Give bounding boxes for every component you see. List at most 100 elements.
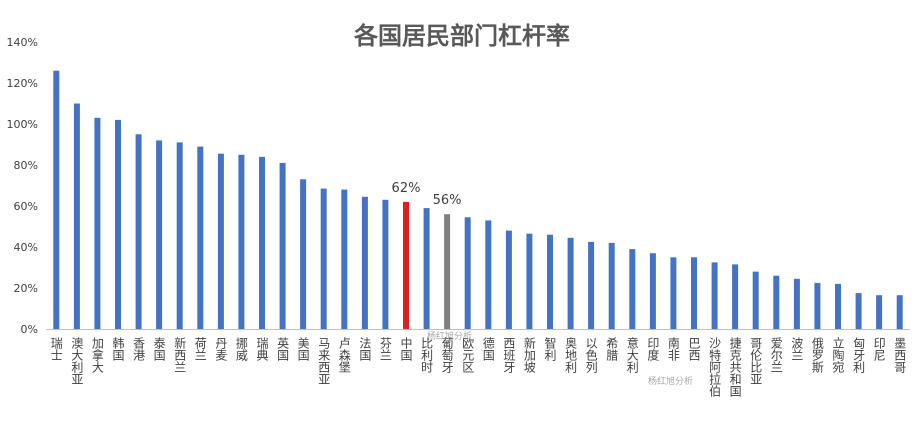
x-tick-label: 香港 — [132, 337, 146, 361]
bar — [423, 208, 430, 329]
y-tick-label: 0% — [21, 323, 38, 336]
bar — [814, 282, 821, 329]
x-tick-label: 瑞士 — [49, 337, 63, 361]
bar — [896, 295, 903, 329]
x-tick-label: 中国 — [399, 336, 413, 361]
y-tick-label: 140% — [7, 36, 38, 49]
data-labels: 62% 56% — [392, 181, 462, 208]
x-tick-label: 卢森堡 — [337, 336, 351, 373]
bar — [752, 271, 759, 329]
bar — [115, 119, 121, 330]
bar — [197, 146, 204, 329]
bar — [464, 217, 471, 329]
bar — [732, 264, 739, 329]
x-tick-label: 印度 — [646, 337, 660, 361]
y-tick-label: 80% — [14, 159, 38, 172]
bar — [279, 162, 286, 329]
bar — [361, 196, 368, 329]
x-tick-label: 挪威 — [234, 337, 248, 362]
x-tick-label: 德国 — [481, 336, 495, 361]
x-tick-label: 美国 — [296, 337, 310, 361]
data-label: 56% — [433, 193, 462, 208]
bar — [341, 189, 348, 329]
x-tick-label: 丹麦 — [214, 337, 228, 362]
x-tick-label: 欧元区 — [461, 337, 475, 373]
x-tick-label: 法国 — [358, 337, 372, 361]
x-tick-label: 捷克共和国 — [728, 337, 742, 397]
x-tick-label: 韩国 — [111, 336, 125, 361]
x-tick-label: 俄罗斯 — [810, 337, 824, 374]
bar — [382, 199, 389, 329]
y-tick-label: 120% — [7, 77, 38, 90]
x-tick-label: 希腊 — [605, 336, 619, 361]
bar — [320, 188, 327, 329]
x-tick-label: 瑞典 — [255, 337, 269, 361]
bar — [217, 153, 224, 329]
y-tick-label: 60% — [14, 200, 38, 213]
y-tick-label: 20% — [14, 282, 38, 295]
x-tick-label: 加拿大 — [90, 337, 104, 373]
bar — [773, 275, 780, 329]
x-tick-label: 澳大利亚 — [70, 337, 84, 385]
bar — [855, 293, 862, 329]
bar — [94, 117, 101, 329]
x-axis: 瑞士 澳大利亚 加拿大 韩国 香港 泰国 新西兰 荷兰 丹麦 挪威 瑞典 英国 美国 马来西亚 卢森堡 法国芬… — [49, 336, 906, 397]
x-tick-label: 意大利 — [625, 336, 639, 373]
x-tick-label: 波兰 — [790, 337, 804, 361]
x-tick-label: 哥伦比亚 — [749, 337, 763, 385]
x-tick-label: 立陶宛 — [831, 336, 845, 374]
bar — [53, 70, 60, 329]
bar — [567, 237, 574, 329]
x-tick-label: 沙特阿拉伯 — [708, 337, 722, 397]
bar — [485, 220, 492, 329]
y-tick-label: 100% — [7, 118, 38, 131]
x-tick-label: 泰国 — [152, 337, 166, 361]
x-tick-label: 匈牙利 — [852, 337, 866, 373]
chart-title: 各国居民部门杠杆率 — [353, 22, 570, 50]
bar — [176, 142, 183, 329]
bar — [526, 233, 533, 329]
bar — [608, 242, 615, 329]
x-tick-label: 荷兰 — [193, 337, 207, 361]
bar — [238, 154, 245, 330]
x-tick-label: 葡萄牙 — [440, 337, 454, 373]
x-tick-label: 智利 — [543, 336, 557, 361]
bar — [876, 295, 883, 329]
bar — [547, 234, 553, 329]
data-label: 62% — [392, 181, 421, 196]
x-tick-label: 新西兰 — [173, 336, 187, 373]
x-tick-label: 墨西哥 — [893, 337, 907, 373]
bar — [835, 283, 841, 329]
x-tick-label: 巴西 — [687, 337, 701, 361]
bar — [135, 134, 142, 330]
bar — [73, 103, 80, 329]
bar — [793, 278, 800, 329]
watermark-1: 杨红旭分析 — [427, 330, 472, 342]
bar — [505, 230, 512, 329]
x-tick-label: 比利时 — [420, 337, 434, 373]
watermark-2: 杨红旭分析 — [648, 375, 693, 387]
bar — [670, 257, 677, 330]
x-tick-label: 英国 — [276, 337, 290, 361]
x-tick-label: 新加坡 — [522, 336, 536, 373]
x-tick-label: 马来西亚 — [317, 337, 331, 385]
x-tick-label: 以色列 — [584, 337, 598, 373]
bar — [711, 262, 718, 329]
bars — [53, 70, 903, 330]
bar — [649, 253, 656, 329]
bar — [588, 241, 595, 329]
bar — [156, 140, 163, 329]
x-tick-label: 奥地利 — [564, 337, 578, 373]
bar — [629, 249, 636, 329]
x-tick-label: 西班牙 — [502, 337, 516, 373]
bar — [300, 179, 307, 329]
x-tick-label: 芬兰 — [378, 337, 392, 361]
y-axis: 0% 20% 40% 60% 80% 100% 120% 140% — [7, 36, 38, 336]
x-tick-label: 印尼 — [872, 337, 886, 361]
x-tick-label: 爱尔兰 — [769, 337, 783, 373]
bar — [691, 257, 697, 330]
y-tick-label: 40% — [14, 241, 38, 254]
x-tick-label: 南非 — [666, 336, 680, 361]
bar — [403, 201, 409, 329]
